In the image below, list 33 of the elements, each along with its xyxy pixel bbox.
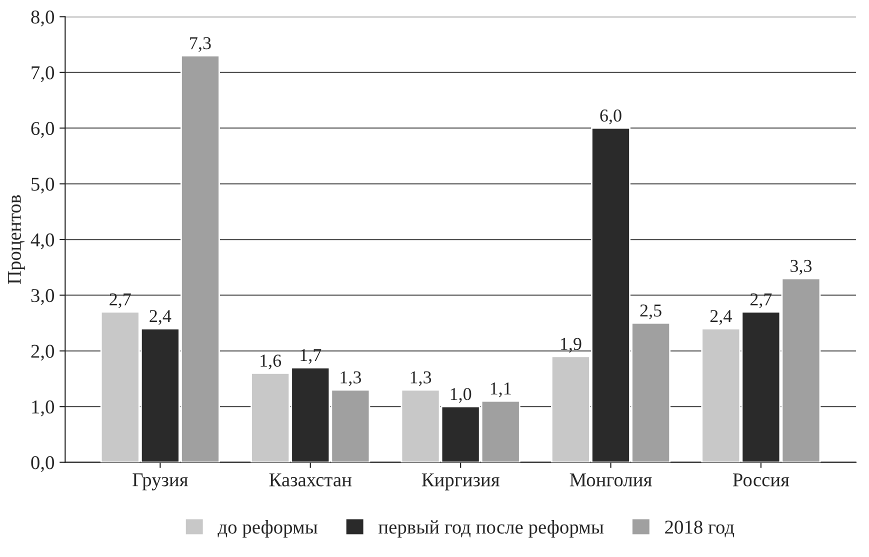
data-label: 1,7 <box>300 349 322 364</box>
y-tick-label: 7,0 <box>32 66 54 82</box>
data-label: 1,3 <box>340 371 362 386</box>
y-tick-label: 2,0 <box>31 344 54 361</box>
legend-label: 2018 год <box>665 520 734 538</box>
data-label: 2,4 <box>150 310 172 325</box>
y-tick-label: 1,0 <box>32 400 54 416</box>
data-label: 1,0 <box>450 388 472 403</box>
x-tick-label: Киргизия <box>422 473 500 490</box>
data-label: 2,4 <box>710 310 732 325</box>
x-tick-label: Монголия <box>570 473 652 486</box>
x-tick-label: Грузия <box>132 473 188 490</box>
data-label: 3,3 <box>790 260 812 275</box>
y-tick-label: 4,0 <box>30 233 54 250</box>
legend-label: до реформы <box>218 520 318 538</box>
y-tick-label: 6,0 <box>31 122 54 138</box>
data-label: 2,7 <box>750 293 772 308</box>
data-label: 7,3 <box>190 37 211 52</box>
data-label: 6,0 <box>600 109 622 124</box>
data-label: 2,7 <box>110 293 131 308</box>
y-tick-label: 5,0 <box>32 178 54 194</box>
y-axis-title: Процентов <box>8 195 25 284</box>
data-label: 1,9 <box>561 338 582 353</box>
y-tick-label: 8,0 <box>31 10 54 26</box>
x-tick-label: Россия <box>732 473 790 486</box>
data-label: 1,3 <box>410 371 432 386</box>
legend-label: первый год после реформы <box>378 520 604 538</box>
y-tick-label: 0,0 <box>31 456 54 472</box>
y-tick-label: 3,0 <box>31 289 54 305</box>
data-label: 1,6 <box>260 354 282 370</box>
data-label: 2,5 <box>640 304 662 320</box>
data-label: 1,1 <box>490 382 511 398</box>
x-tick-label: Казахстан <box>269 473 352 486</box>
